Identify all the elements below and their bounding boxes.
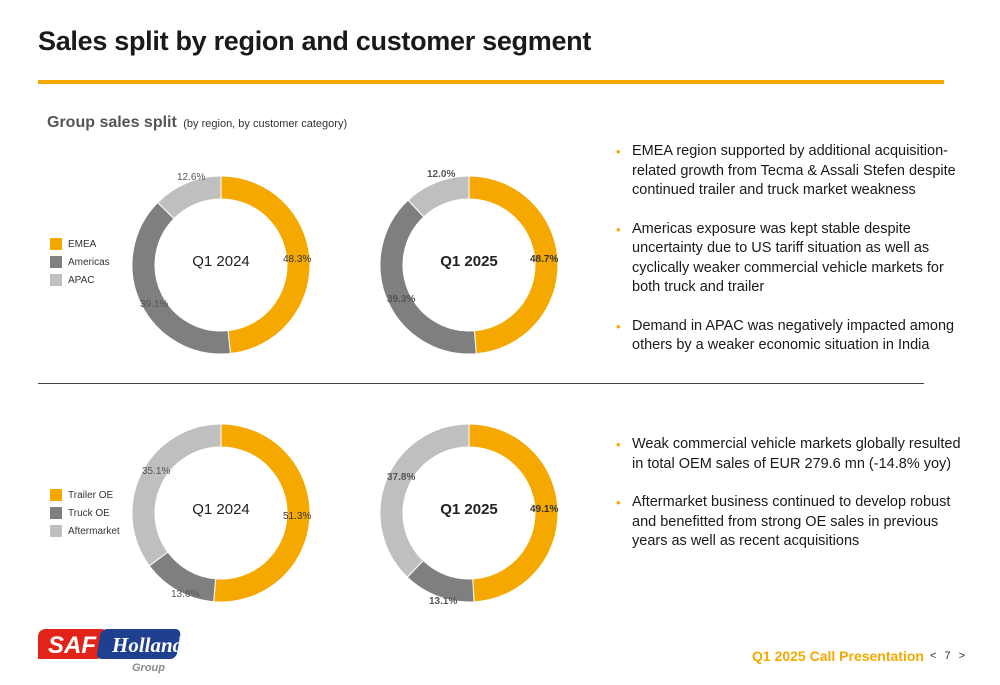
donut-slice-trailer-oe xyxy=(213,423,311,603)
bullet-item: EMEA region supported by additional acqu… xyxy=(614,142,964,201)
slice-label-trailer-oe: 51.3% xyxy=(283,511,312,522)
slice-label-truck-oe: 13.6% xyxy=(171,589,200,600)
page-navigation: < 7 > xyxy=(930,650,965,662)
company-logo-svg: SAF Holland Group xyxy=(34,629,184,674)
region-legend: EMEA Americas APAC xyxy=(50,235,110,289)
legend-label: EMEA xyxy=(68,238,97,250)
section-title: Group sales split (by region, by custome… xyxy=(47,114,347,132)
donut-slice-apac xyxy=(407,175,470,218)
legend-label: Americas xyxy=(68,256,110,268)
donut-svg xyxy=(131,175,311,355)
slice-label-apac: 12.6% xyxy=(177,172,206,183)
donut-chart-region-q1-2025: Q1 2025 48.7% 39.3% 12.0% xyxy=(379,155,559,375)
slice-label-americas: 39.3% xyxy=(387,294,416,305)
bullets-segment: Weak commercial vehicle markets globally… xyxy=(614,435,964,571)
page-title: Sales split by region and customer segme… xyxy=(38,26,592,56)
donut-center-label: Q1 2025 xyxy=(440,253,498,270)
legend-swatch xyxy=(50,489,62,501)
page-number: 7 xyxy=(944,650,951,662)
slice-label-emea: 48.3% xyxy=(283,254,312,265)
donut-chart-segment-q1-2025: Q1 2025 49.1% 13.1% 37.8% xyxy=(379,403,559,623)
slice-label-trailer-oe: 49.1% xyxy=(530,504,559,515)
donut-center-label: Q1 2024 xyxy=(192,253,250,270)
bullet-item: Aftermarket business continued to develo… xyxy=(614,493,964,552)
svg-text:Holland: Holland xyxy=(111,633,184,657)
donut-slice-apac xyxy=(156,175,222,220)
donut-slice-emea xyxy=(468,175,559,355)
svg-text:SAF: SAF xyxy=(48,632,97,659)
segment-legend: Trailer OE Truck OE Aftermarket xyxy=(50,486,120,540)
slice-label-truck-oe: 13.1% xyxy=(429,596,458,607)
legend-swatch xyxy=(50,507,62,519)
donut-center-label: Q1 2024 xyxy=(192,501,250,518)
legend-item-aftermarket: Aftermarket xyxy=(50,522,120,540)
legend-swatch xyxy=(50,274,62,286)
legend-item-emea: EMEA xyxy=(50,235,110,253)
legend-swatch xyxy=(50,525,62,537)
company-logo: SAF Holland Group xyxy=(34,625,184,675)
section-divider xyxy=(38,383,924,384)
legend-item-trailer-oe: Trailer OE xyxy=(50,486,120,504)
donut-slice-aftermarket xyxy=(379,423,470,578)
presentation-footer: Q1 2025 Call Presentation xyxy=(752,648,924,664)
donut-slice-aftermarket xyxy=(131,423,222,567)
svg-text:Group: Group xyxy=(132,662,165,674)
legend-swatch xyxy=(50,238,62,250)
bullet-item: Weak commercial vehicle markets globally… xyxy=(614,435,964,474)
donut-chart-region-q1-2024: Q1 2024 48.3% 39.1% 12.6% xyxy=(131,155,311,375)
donut-chart-segment-q1-2024: Q1 2024 51.3% 13.6% 35.1% xyxy=(131,403,311,623)
bullets-region: EMEA region supported by additional acqu… xyxy=(614,142,964,375)
donut-slice-americas xyxy=(131,201,232,355)
legend-item-truck-oe: Truck OE xyxy=(50,504,120,522)
slice-label-americas: 39.1% xyxy=(140,299,169,310)
legend-label: Truck OE xyxy=(68,507,110,519)
section-title-subtitle: (by region, by customer category) xyxy=(183,118,348,130)
legend-label: Aftermarket xyxy=(68,525,120,537)
legend-label: Trailer OE xyxy=(68,489,114,501)
slice-label-emea: 48.7% xyxy=(530,254,559,265)
legend-item-americas: Americas xyxy=(50,253,110,271)
slice-label-apac: 12.0% xyxy=(427,169,456,180)
donut-svg xyxy=(379,175,559,355)
donut-slice-americas xyxy=(379,199,477,355)
legend-swatch xyxy=(50,256,62,268)
prev-page-button[interactable]: < xyxy=(930,650,937,662)
donut-slice-emea xyxy=(220,175,311,355)
bullet-item: Americas exposure was kept stable despit… xyxy=(614,220,964,298)
section-title-main: Group sales split xyxy=(47,114,177,131)
donut-center-label: Q1 2025 xyxy=(440,501,498,518)
legend-item-apac: APAC xyxy=(50,271,110,289)
title-underline xyxy=(38,80,944,84)
slice-label-aftermarket: 35.1% xyxy=(142,466,171,477)
donut-svg xyxy=(131,423,311,603)
next-page-button[interactable]: > xyxy=(958,650,965,662)
slice-label-aftermarket: 37.8% xyxy=(387,472,416,483)
donut-svg xyxy=(379,423,559,603)
legend-label: APAC xyxy=(68,274,95,286)
bullet-item: Demand in APAC was negatively impacted a… xyxy=(614,317,964,356)
